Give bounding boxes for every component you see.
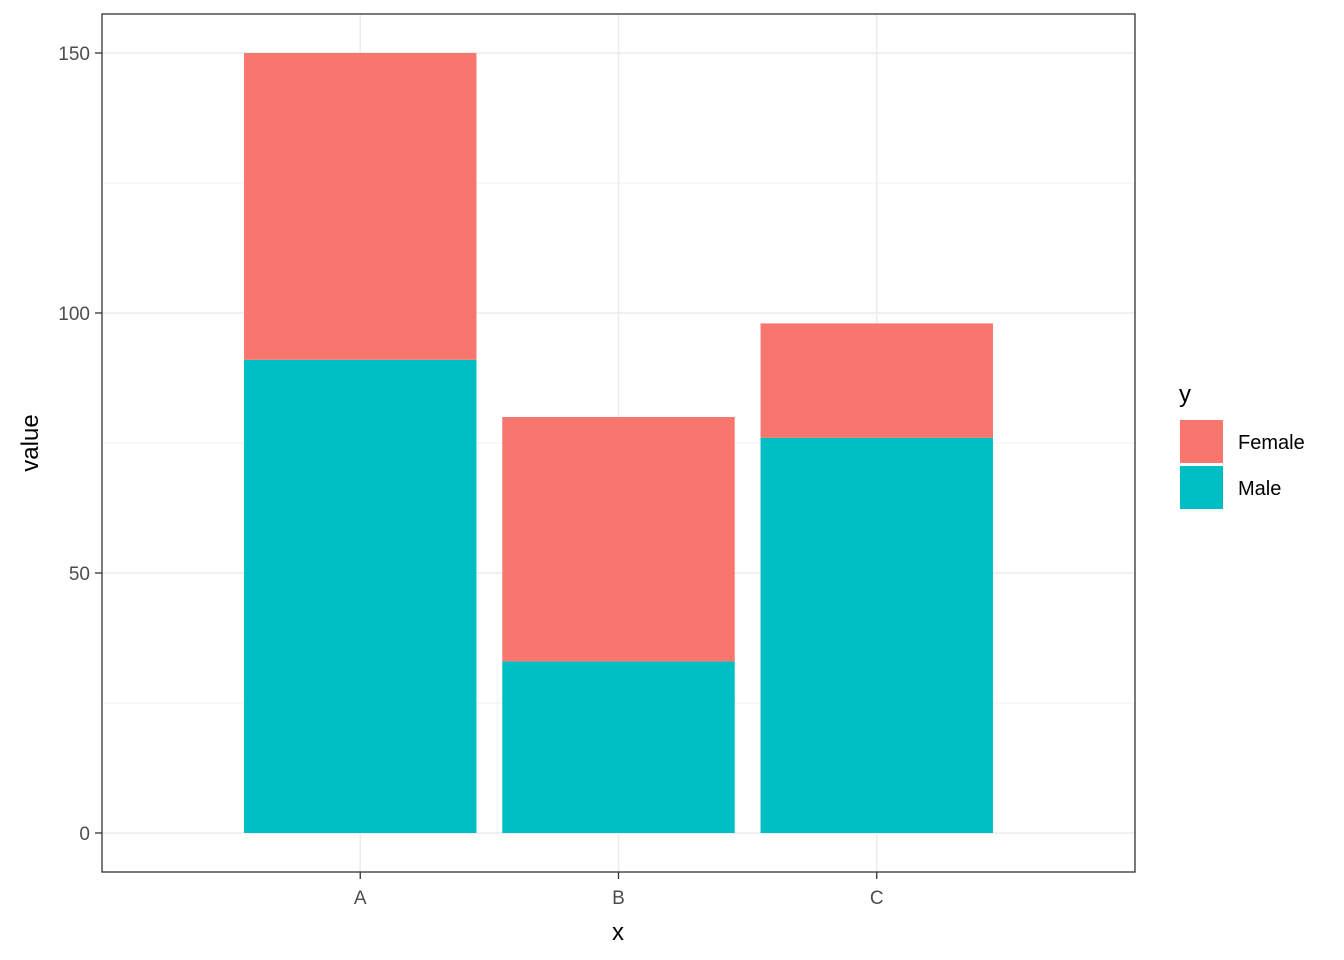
y-axis-title: value [17, 414, 44, 471]
legend-label-female: Female [1238, 432, 1305, 454]
legend-key-female [1180, 420, 1223, 463]
y-tick-label: 100 [58, 304, 90, 325]
x-tick-label: B [612, 888, 625, 909]
y-tick-label: 150 [58, 44, 90, 65]
x-tick-label: C [870, 888, 884, 909]
bars [244, 53, 993, 833]
y-tick-label: 0 [79, 824, 90, 845]
legend-title: y [1179, 381, 1191, 408]
y-axis: 0 50 100 150 [58, 44, 102, 845]
bar-a-male [244, 359, 477, 833]
bar-c-male [760, 437, 993, 833]
x-tick-label: A [354, 888, 367, 909]
legend-key-male [1180, 466, 1223, 509]
y-tick-label: 50 [69, 564, 90, 585]
bar-a-female [244, 53, 477, 360]
bar-b-male [502, 661, 735, 833]
bar-b-female [502, 417, 735, 662]
x-axis: A B C [354, 872, 884, 909]
legend: y Female Male [1179, 381, 1305, 509]
legend-label-male: Male [1238, 478, 1281, 500]
x-axis-title: x [612, 919, 624, 946]
bar-c-female [760, 323, 993, 438]
